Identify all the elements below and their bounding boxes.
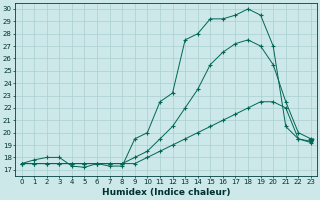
- X-axis label: Humidex (Indice chaleur): Humidex (Indice chaleur): [102, 188, 230, 197]
